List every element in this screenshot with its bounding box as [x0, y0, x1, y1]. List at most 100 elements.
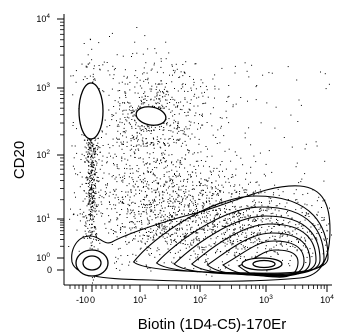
event-dot — [253, 235, 255, 237]
event-dot — [81, 63, 83, 65]
event-dot — [171, 96, 173, 98]
event-dot — [91, 201, 93, 203]
event-dot — [111, 176, 113, 178]
event-dot — [89, 153, 91, 155]
event-dot — [237, 216, 239, 218]
event-dot — [174, 239, 175, 241]
event-dot — [160, 147, 162, 149]
event-dot — [176, 105, 178, 107]
event-dot — [136, 131, 138, 133]
event-dot — [75, 70, 77, 72]
axes — [63, 14, 332, 286]
event-dot — [190, 99, 192, 101]
event-dot — [137, 148, 139, 150]
event-dot — [154, 167, 156, 168]
event-dot — [141, 203, 142, 205]
event-dot — [112, 65, 114, 67]
event-dot — [243, 191, 245, 193]
event-dot — [154, 205, 155, 207]
event-dot — [202, 202, 204, 204]
event-dot — [143, 235, 145, 236]
event-dot — [167, 91, 169, 93]
event-dot — [226, 238, 228, 240]
event-dot — [180, 189, 182, 191]
event-dot — [136, 180, 138, 182]
event-dot — [135, 226, 137, 228]
event-dot — [171, 110, 173, 112]
event-dot — [211, 275, 213, 277]
event-dot — [185, 83, 186, 85]
event-dot — [146, 162, 148, 164]
event-dot — [185, 144, 187, 146]
event-dot — [88, 183, 90, 184]
event-dot — [177, 200, 179, 202]
event-dot — [112, 157, 114, 159]
event-dot — [227, 240, 229, 242]
event-dot — [234, 252, 236, 254]
event-dot — [253, 205, 255, 207]
event-dot — [177, 127, 179, 128]
event-dot — [160, 160, 162, 162]
event-dot — [116, 219, 118, 221]
event-dot — [139, 179, 141, 181]
event-dot — [323, 219, 325, 221]
event-dot — [185, 247, 187, 249]
event-dot — [171, 65, 173, 67]
event-dot — [97, 154, 98, 156]
event-dot — [153, 147, 155, 149]
event-dot — [87, 139, 89, 141]
event-dot — [151, 169, 153, 171]
event-dot — [235, 208, 237, 210]
event-dot — [127, 208, 128, 210]
event-dot — [175, 241, 177, 243]
event-dot — [224, 267, 226, 269]
event-dot — [192, 198, 194, 200]
event-dot — [96, 172, 98, 173]
event-dot — [301, 212, 303, 214]
event-dot — [171, 241, 172, 243]
event-dot — [141, 227, 143, 229]
event-dot — [111, 208, 113, 210]
event-dot — [164, 227, 166, 229]
event-dot — [183, 179, 185, 181]
event-dot — [91, 227, 93, 229]
event-dot — [126, 77, 128, 79]
event-dots — [68, 27, 332, 284]
event-dot — [165, 160, 167, 162]
event-dot — [163, 127, 165, 128]
event-dot — [247, 214, 249, 216]
event-dot — [288, 240, 290, 242]
event-dot — [188, 120, 190, 122]
event-dot — [142, 102, 144, 104]
event-dot — [104, 119, 106, 121]
event-dot — [184, 72, 185, 74]
event-dot — [286, 202, 288, 204]
event-dot — [149, 202, 151, 204]
event-dot — [148, 221, 150, 223]
event-dot — [206, 156, 208, 158]
event-dot — [197, 259, 199, 261]
event-dot — [249, 216, 251, 218]
event-dot — [195, 215, 197, 216]
event-dot — [174, 201, 176, 203]
event-dot — [224, 150, 226, 152]
event-dot — [229, 234, 231, 236]
event-dot — [196, 239, 198, 241]
event-dot — [242, 164, 244, 166]
event-dot — [143, 186, 145, 187]
event-dot — [136, 77, 138, 79]
event-dot — [218, 267, 220, 269]
event-dot — [261, 204, 263, 206]
event-dot — [173, 257, 175, 259]
event-dot — [157, 247, 159, 249]
event-dot — [241, 233, 243, 235]
event-dot — [206, 261, 208, 263]
event-dot — [164, 240, 166, 242]
event-dot — [321, 217, 323, 218]
event-dot — [93, 197, 95, 199]
event-dot — [159, 94, 161, 96]
event-dot — [155, 102, 157, 104]
event-dot — [148, 204, 150, 206]
event-dot — [92, 156, 94, 158]
event-dot — [223, 232, 225, 234]
